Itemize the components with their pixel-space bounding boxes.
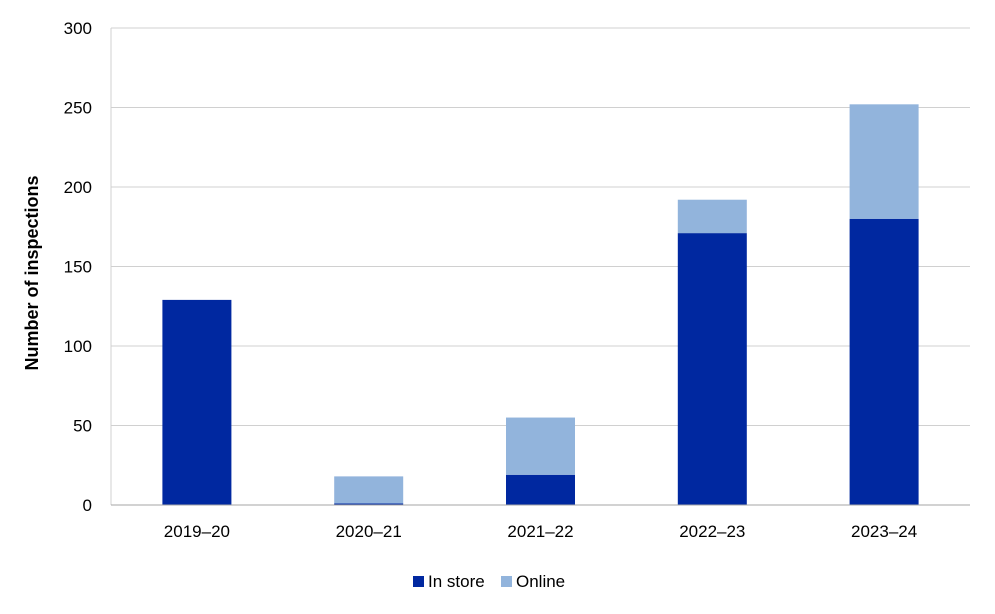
x-tick-label: 2023–24 bbox=[851, 522, 917, 541]
bar-online-2021–22 bbox=[506, 417, 575, 475]
x-tick-label: 2020–21 bbox=[336, 522, 402, 541]
legend-swatch-in-store bbox=[413, 576, 424, 587]
y-tick-label: 50 bbox=[73, 417, 92, 436]
x-tick-label: 2019–20 bbox=[164, 522, 230, 541]
y-tick-label: 150 bbox=[64, 258, 92, 277]
legend-label: In store bbox=[428, 572, 485, 591]
bars bbox=[162, 104, 919, 506]
axes: 0 50 100 150 200 250 300 2019–20 2020–21 2021–22 2… bbox=[64, 19, 970, 541]
gridlines bbox=[110, 27, 970, 505]
y-tick-label: 0 bbox=[83, 496, 92, 515]
legend-label: Online bbox=[516, 572, 565, 591]
y-axis-title: Number of inspections bbox=[22, 175, 42, 370]
bar-in-store-2023–24 bbox=[849, 218, 919, 506]
bar-online-2020–21 bbox=[334, 476, 404, 504]
y-tick-label: 300 bbox=[64, 19, 92, 38]
bar-in-store-2020–21 bbox=[334, 503, 404, 505]
bar-in-store-2021–22 bbox=[506, 474, 575, 505]
bar-in-store-2022–23 bbox=[677, 233, 747, 506]
bar-online-2022–23 bbox=[677, 199, 747, 234]
y-tick-label: 100 bbox=[64, 337, 92, 356]
y-tick-label: 250 bbox=[64, 99, 92, 118]
x-tick-label: 2021–22 bbox=[507, 522, 573, 541]
legend-swatch-online bbox=[501, 576, 512, 587]
y-tick-label: 200 bbox=[64, 178, 92, 197]
bar-online-2023–24 bbox=[849, 104, 919, 219]
x-tick-label: 2022–23 bbox=[679, 522, 745, 541]
bar-in-store-2019–20 bbox=[162, 299, 232, 505]
legend: In store Online bbox=[413, 572, 565, 591]
